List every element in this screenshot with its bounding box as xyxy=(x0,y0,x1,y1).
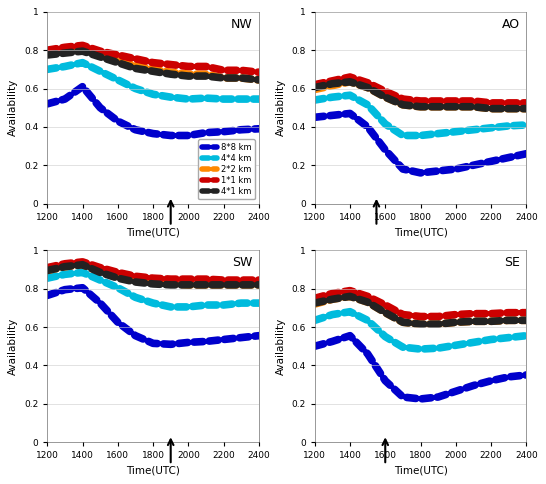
Y-axis label: Availability: Availability xyxy=(276,79,286,136)
Legend: 8*8 km, 4*4 km, 2*2 km, 1*1 km, 4*1 km: 8*8 km, 4*4 km, 2*2 km, 1*1 km, 4*1 km xyxy=(198,139,254,199)
Text: NW: NW xyxy=(231,17,252,30)
X-axis label: Time(UTC): Time(UTC) xyxy=(394,227,448,237)
X-axis label: Time(UTC): Time(UTC) xyxy=(394,466,448,476)
Y-axis label: Availability: Availability xyxy=(8,79,19,136)
X-axis label: Time(UTC): Time(UTC) xyxy=(126,227,180,237)
Y-axis label: Availability: Availability xyxy=(276,318,286,375)
Text: AO: AO xyxy=(502,17,520,30)
Y-axis label: Availability: Availability xyxy=(8,318,19,375)
Text: SE: SE xyxy=(504,256,520,269)
Text: SW: SW xyxy=(232,256,252,269)
X-axis label: Time(UTC): Time(UTC) xyxy=(126,466,180,476)
